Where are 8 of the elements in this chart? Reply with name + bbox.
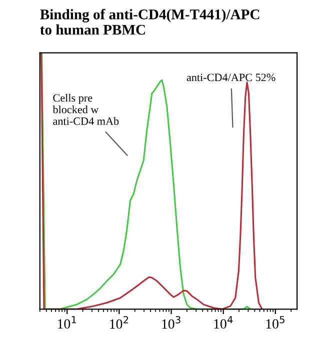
x-tick-label: 10$^{1}$: [58, 316, 76, 329]
annotation: Cells pre blocked w anti-CD4 mAb: [52, 94, 119, 125]
x-tick-label: 10$^{3}$: [162, 316, 180, 329]
x-tick-label: 10$^{4}$: [214, 316, 233, 329]
x-tick-label: 10$^{2}$: [110, 316, 128, 329]
annotation: anti-CD4/APC 52%: [186, 74, 276, 82]
chart-title: Binding of anti-CD4(M-T441)/APC to human PBMC: [40, 8, 260, 35]
x-tick-label: 10$^{5}$: [266, 316, 284, 329]
